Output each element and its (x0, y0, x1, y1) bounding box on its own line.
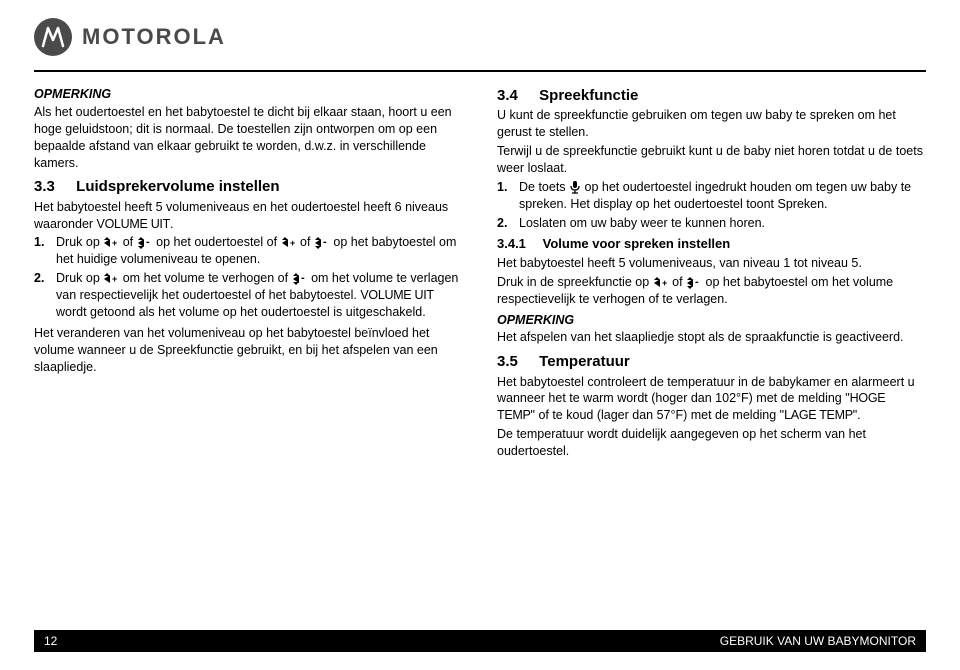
volume-uit-text: VOLUME UIT (360, 288, 433, 302)
svg-text:-: - (146, 236, 150, 248)
section-3-5-title: 3.5 Temperatuur (497, 352, 926, 372)
volume-uit-text: VOLUME UIT (97, 217, 170, 231)
section-label: Volume voor spreken instellen (543, 236, 731, 251)
section-num: 3.5 (497, 352, 535, 372)
text: De toets (519, 180, 569, 194)
sec34-p2: Terwijl u de spreekfunctie gebruikt kunt… (497, 143, 926, 177)
volume-up-icon: + (104, 236, 118, 250)
header: MOTOROLA (34, 18, 926, 56)
text: om het volume te verhogen of (123, 271, 292, 285)
sec34-p1: U kunt de spreekfunctie gebruiken om teg… (497, 107, 926, 141)
list-body: Druk op + om het volume te verhogen of -… (56, 270, 463, 321)
list-body: Druk op + of - op het oudertoestel of + … (56, 234, 463, 268)
content-columns: OPMERKING Als het oudertoestel en het ba… (34, 86, 926, 462)
mic-icon (570, 181, 580, 194)
right-column: 3.4 Spreekfunctie U kunt de spreekfuncti… (497, 86, 926, 462)
lage-temp-text: LAGE TEMP (784, 408, 853, 422)
text: " of te koud (lager dan 57°F) met de mel… (531, 408, 785, 422)
note-title: OPMERKING (497, 312, 926, 329)
volume-up-icon: + (282, 236, 296, 250)
sec33-intro: Het babytoestel heeft 5 volumeniveaus en… (34, 199, 463, 233)
list-item-1: 1. De toets op het oudertoestel ingedruk… (497, 179, 926, 213)
sec341-p1: Het babytoestel heeft 5 volumeniveaus, v… (497, 255, 926, 272)
footer-label: GEBRUIK VAN UW BABYMONITOR (720, 634, 916, 648)
section-num: 3.3 (34, 177, 72, 197)
section-3-3-title: 3.3 Luidsprekervolume instellen (34, 177, 463, 197)
svg-text:-: - (323, 236, 327, 248)
list-num: 2. (497, 215, 519, 232)
text: op het oudertoestel of (156, 235, 280, 249)
svg-text:+: + (290, 238, 295, 248)
volume-up-icon: + (654, 276, 668, 290)
list-num: 1. (497, 179, 519, 213)
list-body: De toets op het oudertoestel ingedrukt h… (519, 179, 926, 213)
svg-text:+: + (112, 238, 117, 248)
note-body: Het afspelen van het slaapliedje stopt a… (497, 329, 926, 346)
volume-down-icon: - (293, 272, 307, 286)
footer-bar: 12 GEBRUIK VAN UW BABYMONITOR (34, 630, 926, 652)
list-item-1: 1. Druk op + of - op het oudertoestel of… (34, 234, 463, 268)
note-title: OPMERKING (34, 86, 463, 103)
brand-text: MOTOROLA (82, 24, 226, 50)
list-num: 2. (34, 270, 56, 321)
text: wordt getoond als het volume op het oude… (56, 305, 426, 319)
text: Druk op (56, 271, 103, 285)
section-3-4-1-title: 3.4.1 Volume voor spreken instellen (497, 235, 926, 253)
sec35-p1: Het babytoestel controleert de temperatu… (497, 374, 926, 425)
section-label: Temperatuur (539, 353, 630, 370)
section-label: Spreekfunctie (539, 87, 638, 104)
list-item-2: 2. Druk op + om het volume te verhogen o… (34, 270, 463, 321)
svg-text:-: - (695, 276, 699, 288)
section-num: 3.4 (497, 86, 535, 106)
text: ". (853, 408, 861, 422)
sec341-p2: Druk in de spreekfunctie op + of - op he… (497, 274, 926, 308)
list-body: Loslaten om uw baby weer te kunnen horen… (519, 215, 926, 232)
text: of (300, 235, 314, 249)
header-rule (34, 70, 926, 72)
logo-m-icon (40, 24, 66, 50)
svg-text:+: + (662, 278, 667, 288)
list-num: 1. (34, 234, 56, 268)
footer: 12 GEBRUIK VAN UW BABYMONITOR (0, 630, 960, 652)
volume-down-icon: - (687, 276, 701, 290)
volume-down-icon: - (138, 236, 152, 250)
section-3-4-title: 3.4 Spreekfunctie (497, 86, 926, 106)
list-item-2: 2. Loslaten om uw baby weer te kunnen ho… (497, 215, 926, 232)
svg-text:-: - (301, 272, 305, 284)
sec33-tail: Het veranderen van het volumeniveau op h… (34, 325, 463, 376)
text: Druk in de spreekfunctie op (497, 275, 653, 289)
left-column: OPMERKING Als het oudertoestel en het ba… (34, 86, 463, 462)
motorola-logo-icon (34, 18, 72, 56)
sec35-p2: De temperatuur wordt duidelijk aangegeve… (497, 426, 926, 460)
section-num: 3.4.1 (497, 235, 539, 253)
volume-down-icon: - (315, 236, 329, 250)
text: . (170, 217, 173, 231)
svg-text:+: + (112, 274, 117, 284)
volume-up-icon: + (104, 272, 118, 286)
text: Druk op (56, 235, 103, 249)
section-label: Luidsprekervolume instellen (76, 178, 279, 195)
text: of (672, 275, 686, 289)
page-number: 12 (44, 634, 57, 648)
text: of (123, 235, 137, 249)
note-body: Als het oudertoestel en het babytoestel … (34, 104, 463, 172)
